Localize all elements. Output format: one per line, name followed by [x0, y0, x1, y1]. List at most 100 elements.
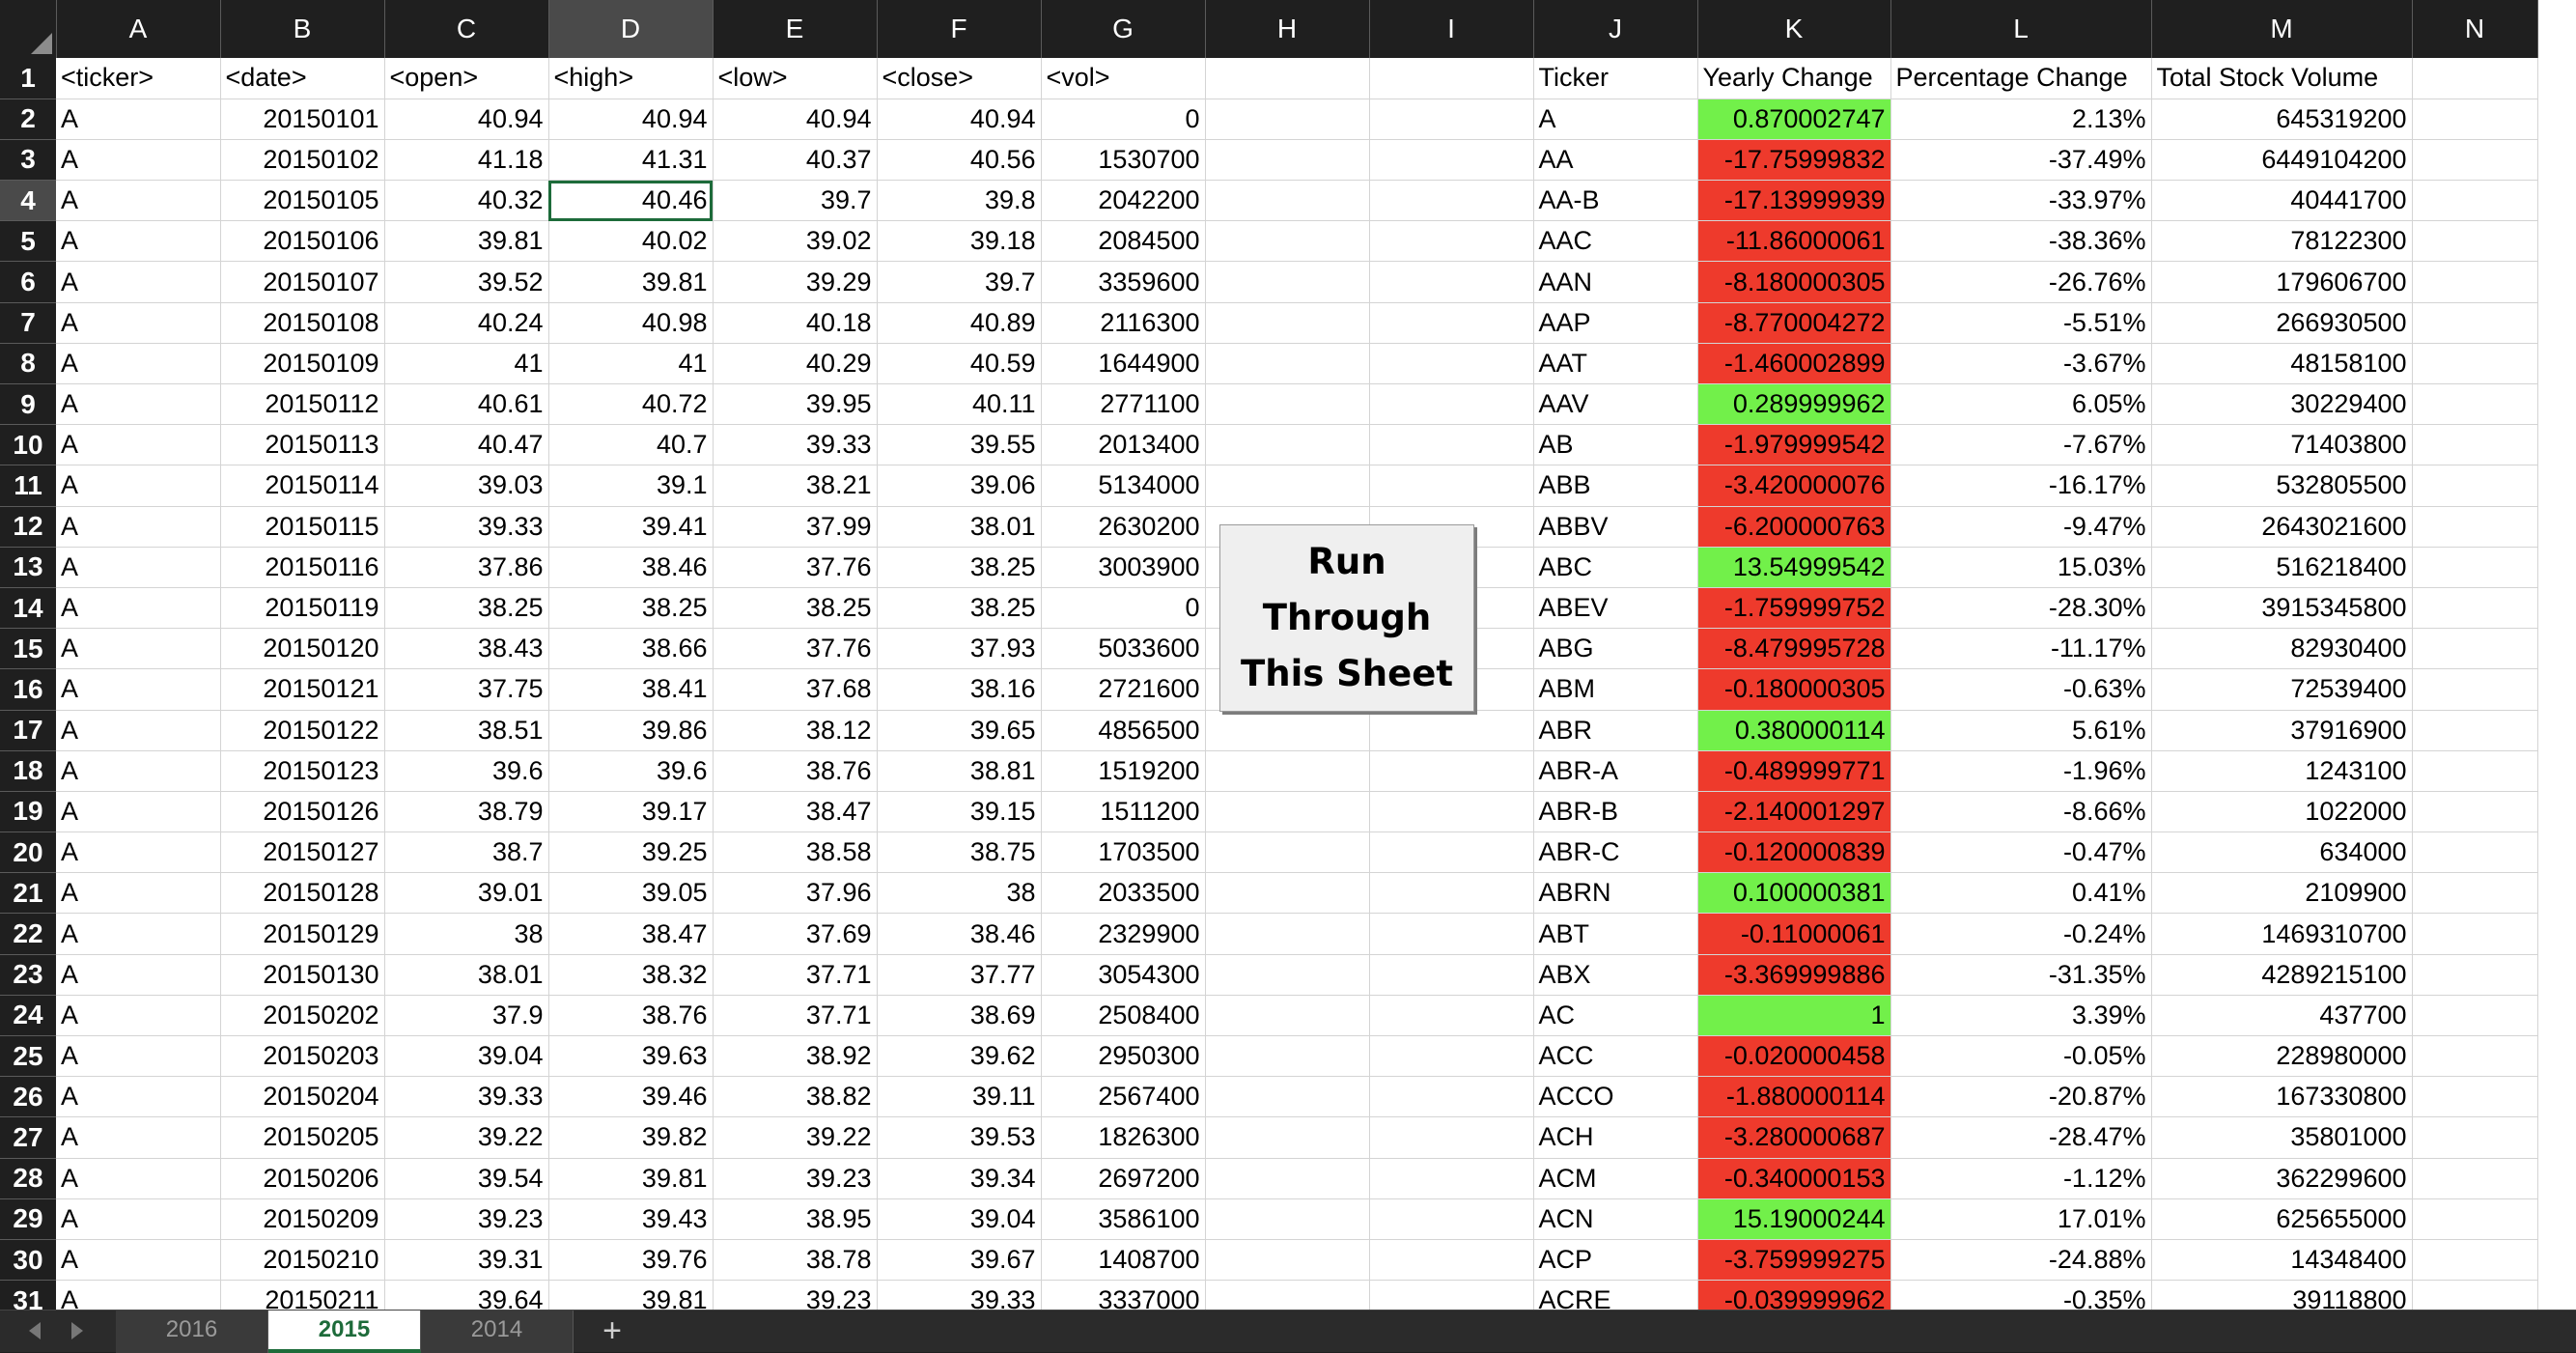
- cell-e30[interactable]: 38.78: [713, 1239, 878, 1282]
- cell-l7[interactable]: -5.51%: [1890, 302, 2152, 344]
- cell-a23[interactable]: A: [56, 954, 221, 996]
- cell-i30[interactable]: [1369, 1239, 1534, 1282]
- cell-e31[interactable]: 39.23: [713, 1280, 878, 1310]
- cell-c30[interactable]: 39.31: [384, 1239, 549, 1282]
- cell-g17[interactable]: 4856500: [1041, 710, 1206, 751]
- row-header[interactable]: 12: [0, 506, 56, 548]
- cell-l10[interactable]: -7.67%: [1890, 424, 2152, 466]
- cell-l30[interactable]: -24.88%: [1890, 1239, 2152, 1282]
- cell-d28[interactable]: 39.81: [548, 1158, 714, 1199]
- cell-h4[interactable]: [1205, 180, 1370, 222]
- cell-n23[interactable]: [2412, 954, 2538, 996]
- cell-e14[interactable]: 38.25: [713, 587, 878, 630]
- cell-g24[interactable]: 2508400: [1041, 995, 1206, 1037]
- cell-j17[interactable]: ABR: [1533, 710, 1698, 751]
- cell-n3[interactable]: [2412, 139, 2538, 182]
- cell-a7[interactable]: A: [56, 302, 221, 344]
- cell-l15[interactable]: -11.17%: [1890, 628, 2152, 670]
- cell-i9[interactable]: [1369, 383, 1534, 426]
- cell-n1[interactable]: [2412, 58, 2538, 99]
- cell-d13[interactable]: 38.46: [548, 547, 714, 588]
- cell-k12[interactable]: -6.200000763: [1697, 506, 1891, 548]
- cell-g15[interactable]: 5033600: [1041, 628, 1206, 670]
- cell-k25[interactable]: -0.020000458: [1697, 1035, 1891, 1078]
- cell-b28[interactable]: 20150206: [220, 1158, 385, 1199]
- cell-b12[interactable]: 20150115: [220, 506, 385, 548]
- cell-g27[interactable]: 1826300: [1041, 1116, 1206, 1159]
- cell-d25[interactable]: 39.63: [548, 1035, 714, 1078]
- cell-g13[interactable]: 3003900: [1041, 547, 1206, 588]
- column-header-j[interactable]: J: [1533, 0, 1698, 58]
- cell-i19[interactable]: [1369, 791, 1534, 833]
- column-header-i[interactable]: I: [1369, 0, 1534, 58]
- cell-d21[interactable]: 39.05: [548, 872, 714, 915]
- row-header[interactable]: 11: [0, 465, 56, 507]
- cell-m2[interactable]: 645319200: [2151, 99, 2413, 140]
- cell-i21[interactable]: [1369, 872, 1534, 915]
- cell-g22[interactable]: 2329900: [1041, 913, 1206, 955]
- cell-l3[interactable]: -37.49%: [1890, 139, 2152, 182]
- cell-l31[interactable]: -0.35%: [1890, 1280, 2152, 1310]
- cell-k19[interactable]: -2.140001297: [1697, 791, 1891, 833]
- cell-d26[interactable]: 39.46: [548, 1076, 714, 1118]
- cell-i3[interactable]: [1369, 139, 1534, 182]
- cell-c14[interactable]: 38.25: [384, 587, 549, 630]
- cell-a6[interactable]: A: [56, 261, 221, 303]
- cell-l12[interactable]: -9.47%: [1890, 506, 2152, 548]
- cell-k16[interactable]: -0.180000305: [1697, 668, 1891, 711]
- cell-n9[interactable]: [2412, 383, 2538, 426]
- cell-b17[interactable]: 20150122: [220, 710, 385, 751]
- cell-e3[interactable]: 40.37: [713, 139, 878, 182]
- cell-b14[interactable]: 20150119: [220, 587, 385, 630]
- cell-g12[interactable]: 2630200: [1041, 506, 1206, 548]
- cell-m10[interactable]: 71403800: [2151, 424, 2413, 466]
- row-header[interactable]: 13: [0, 547, 56, 588]
- run-through-sheet-button[interactable]: Run Through This Sheet: [1219, 524, 1474, 712]
- cell-m31[interactable]: 39118800: [2151, 1280, 2413, 1310]
- cell-e5[interactable]: 39.02: [713, 220, 878, 263]
- cell-a22[interactable]: A: [56, 913, 221, 955]
- cell-g18[interactable]: 1519200: [1041, 750, 1206, 792]
- cell-n18[interactable]: [2412, 750, 2538, 792]
- cell-c13[interactable]: 37.86: [384, 547, 549, 588]
- row-header[interactable]: 4: [0, 180, 56, 222]
- cell-e25[interactable]: 38.92: [713, 1035, 878, 1078]
- cell-l2[interactable]: 2.13%: [1890, 99, 2152, 140]
- cell-l19[interactable]: -8.66%: [1890, 791, 2152, 833]
- cell-e24[interactable]: 37.71: [713, 995, 878, 1037]
- cell-c6[interactable]: 39.52: [384, 261, 549, 303]
- cell-i4[interactable]: [1369, 180, 1534, 222]
- cell-h20[interactable]: [1205, 832, 1370, 874]
- cell-k18[interactable]: -0.489999771: [1697, 750, 1891, 792]
- row-header[interactable]: 22: [0, 913, 56, 955]
- cell-m4[interactable]: 40441700: [2151, 180, 2413, 222]
- cell-d15[interactable]: 38.66: [548, 628, 714, 670]
- cell-f11[interactable]: 39.06: [877, 465, 1042, 507]
- cell-n27[interactable]: [2412, 1116, 2538, 1159]
- cell-e15[interactable]: 37.76: [713, 628, 878, 670]
- cell-j9[interactable]: AAV: [1533, 383, 1698, 426]
- cell-m3[interactable]: 6449104200: [2151, 139, 2413, 182]
- cell-h11[interactable]: [1205, 465, 1370, 507]
- cell-g3[interactable]: 1530700: [1041, 139, 1206, 182]
- sheet-tab-2014[interactable]: 2014: [421, 1311, 574, 1353]
- cell-h23[interactable]: [1205, 954, 1370, 996]
- cell-n24[interactable]: [2412, 995, 2538, 1037]
- cell-i20[interactable]: [1369, 832, 1534, 874]
- cell-n7[interactable]: [2412, 302, 2538, 344]
- cell-d3[interactable]: 41.31: [548, 139, 714, 182]
- cell-f17[interactable]: 39.65: [877, 710, 1042, 751]
- cell-b26[interactable]: 20150204: [220, 1076, 385, 1118]
- cell-h19[interactable]: [1205, 791, 1370, 833]
- cell-i11[interactable]: [1369, 465, 1534, 507]
- cell-d8[interactable]: 41: [548, 343, 714, 385]
- cell-a16[interactable]: A: [56, 668, 221, 711]
- row-header[interactable]: 3: [0, 139, 56, 182]
- sheet-tab-2016[interactable]: 2016: [116, 1311, 268, 1353]
- cell-c5[interactable]: 39.81: [384, 220, 549, 263]
- row-header[interactable]: 2: [0, 99, 56, 140]
- cell-f10[interactable]: 39.55: [877, 424, 1042, 466]
- cell-a21[interactable]: A: [56, 872, 221, 915]
- cell-i26[interactable]: [1369, 1076, 1534, 1118]
- cell-f31[interactable]: 39.33: [877, 1280, 1042, 1310]
